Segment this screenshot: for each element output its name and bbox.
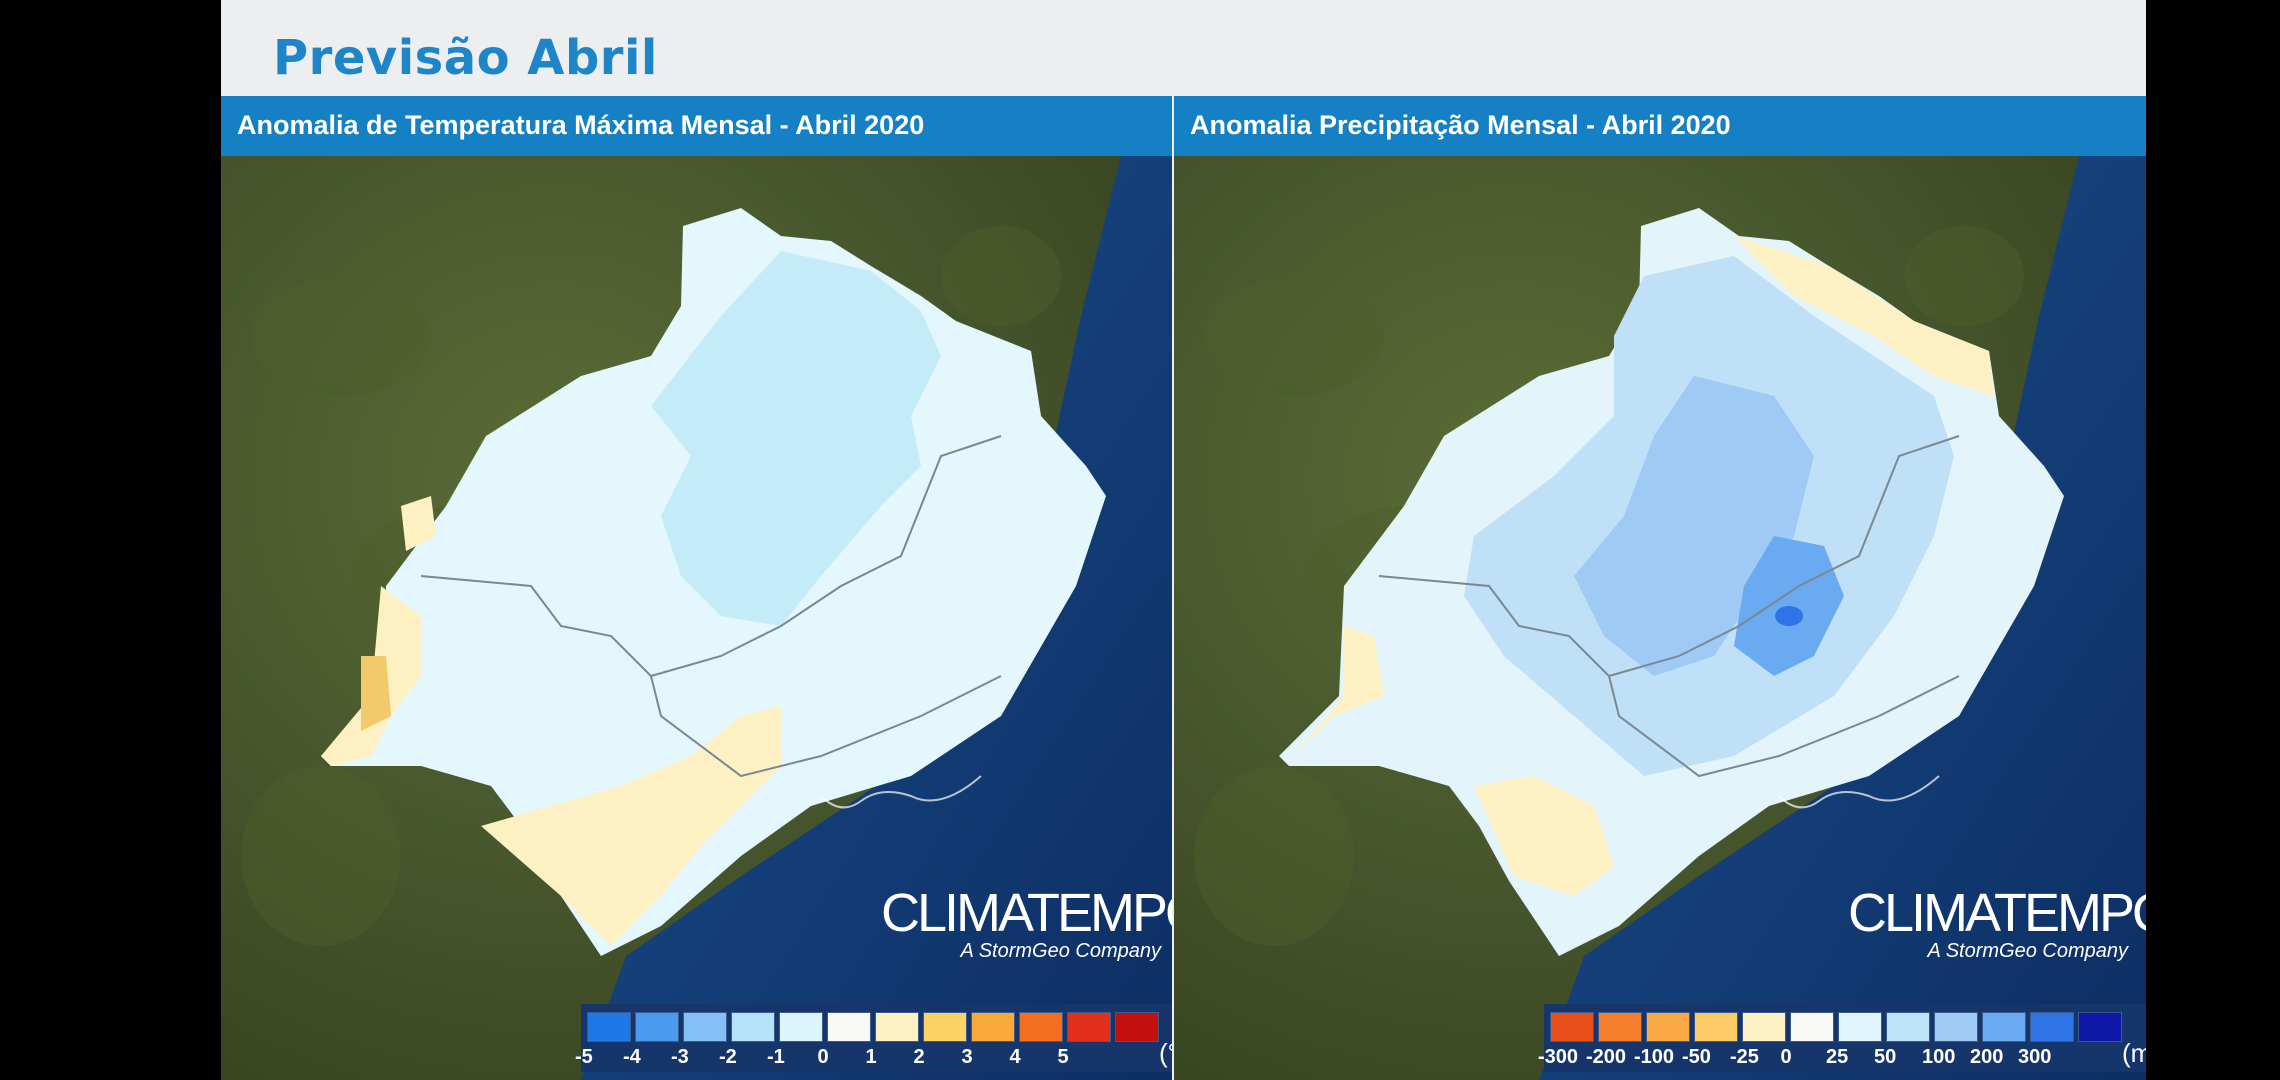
- legend-label: -300: [1538, 1046, 1579, 1068]
- precipitation-legend: -300 -200 -100 -50 -25 0 25 50 100 200 300 (mm): [1538, 1004, 2146, 1072]
- temperature-map-graphic: [221, 156, 1172, 1080]
- legend-label: -50: [1682, 1046, 1711, 1068]
- legend-label: -25: [1730, 1046, 1759, 1068]
- logo-main: CLIMATEMPO: [1848, 883, 2146, 943]
- panel-title-temperature: Anomalia de Temperatura Máxima Mensal - …: [237, 110, 925, 140]
- legend-label: 100: [1922, 1046, 1956, 1068]
- legend-swatch: [2078, 1012, 2122, 1042]
- legend-label: 50: [1874, 1046, 1897, 1068]
- slide-title: Previsão Abril: [273, 30, 658, 86]
- legend-label: -2: [719, 1046, 737, 1068]
- legend-swatch: [1694, 1012, 1738, 1042]
- legend-label: 2: [913, 1046, 925, 1068]
- legend-unit: (mm): [2122, 1038, 2146, 1068]
- coastline: [820, 775, 982, 809]
- legend-swatch: [731, 1012, 775, 1042]
- legend-swatch: [779, 1012, 823, 1042]
- warm-spot-north: [401, 496, 436, 551]
- legend-label: -4: [623, 1046, 641, 1068]
- state-border: [1378, 575, 1960, 778]
- precipitation-map-graphic: [1174, 156, 2146, 1080]
- legend-swatch: [1019, 1012, 1063, 1042]
- legend-swatch: [1886, 1012, 1930, 1042]
- ocean: [1539, 156, 2146, 1080]
- legend-swatch: [971, 1012, 1015, 1042]
- legend-swatch: [1067, 1012, 1111, 1042]
- temperature-legend: -5 -4 -3 -2 -1 0 1 2 3 4 5 (°C): [575, 1004, 1172, 1072]
- state-border-2: [650, 435, 1002, 677]
- legend-label: 1: [865, 1046, 877, 1068]
- cooler-zone: [651, 251, 941, 626]
- legend-label: 4: [1009, 1046, 1021, 1068]
- legend-label: 5: [1057, 1046, 1069, 1068]
- legend-label: 200: [1970, 1046, 2004, 1068]
- dry-zone-south: [1474, 776, 1614, 896]
- legend-label: 0: [817, 1046, 829, 1068]
- legend-swatch: [587, 1012, 631, 1042]
- logo-sub: A StormGeo Company: [960, 940, 1161, 962]
- legend-swatch: [1115, 1012, 1159, 1042]
- legend-swatch: [827, 1012, 871, 1042]
- panel-title-bar-temperature: Anomalia de Temperatura Máxima Mensal - …: [221, 96, 1172, 156]
- slide: Previsão Abril Anomalia de Temperatura M…: [221, 0, 2146, 1080]
- ocean: [581, 156, 1172, 1080]
- legend-swatch: [1838, 1012, 1882, 1042]
- legend-swatch: [1550, 1012, 1594, 1042]
- legend-swatch: [923, 1012, 967, 1042]
- legend-swatch: [875, 1012, 919, 1042]
- legend-label: 0: [1780, 1046, 1792, 1068]
- dry-zone-west: [1294, 626, 1384, 756]
- state-border: [420, 575, 1002, 778]
- legend-label: 3: [961, 1046, 973, 1068]
- precipitation-anomaly-map: CLIMATEMPO A StormGeo Company -300 -200 -1…: [1174, 156, 2146, 1080]
- climatempo-logo: CLIMATEMPO A StormGeo Company: [1848, 882, 2146, 963]
- legend-label: 25: [1826, 1046, 1849, 1068]
- legend-swatch: [683, 1012, 727, 1042]
- legend-label: -100: [1634, 1046, 1675, 1068]
- coastline: [1778, 775, 1940, 809]
- temperature-anomaly-map: CLIMATEMPO A StormGeo Company -5 -4 -3 -2 -1…: [221, 156, 1172, 1080]
- panel-title-precipitation: Anomalia Precipitação Mensal - Abril 202…: [1190, 110, 1731, 140]
- wetter-zone: [1574, 376, 1814, 676]
- legend-label: -3: [671, 1046, 689, 1068]
- legend-swatch: [635, 1012, 679, 1042]
- legend-label: 300: [2018, 1046, 2052, 1068]
- state-border-2: [1608, 435, 1960, 677]
- legend-swatch: [2030, 1012, 2074, 1042]
- logo-main: CLIMATEMPO: [881, 883, 1172, 943]
- legend-swatch: [1934, 1012, 1978, 1042]
- legend-swatch: [1742, 1012, 1786, 1042]
- warm-zone-coast: [481, 706, 781, 946]
- legend-label: -5: [575, 1046, 593, 1068]
- legend-swatch: [1646, 1012, 1690, 1042]
- climatempo-logo: CLIMATEMPO A StormGeo Company: [881, 882, 1172, 963]
- legend-label: -200: [1586, 1046, 1627, 1068]
- legend-label: -1: [767, 1046, 785, 1068]
- legend-swatch: [1598, 1012, 1642, 1042]
- legend-swatch: [1790, 1012, 1834, 1042]
- legend-swatch: [1982, 1012, 2026, 1042]
- panel-title-bar-precipitation: Anomalia Precipitação Mensal - Abril 202…: [1174, 96, 2146, 156]
- logo-sub: A StormGeo Company: [1927, 940, 2128, 962]
- warm-zone-west: [321, 586, 421, 766]
- wettest-spot: [1775, 606, 1803, 626]
- legend-unit: (°C): [1159, 1038, 1172, 1068]
- dry-zone-north: [1734, 236, 1994, 396]
- warm-spot-west: [361, 656, 391, 731]
